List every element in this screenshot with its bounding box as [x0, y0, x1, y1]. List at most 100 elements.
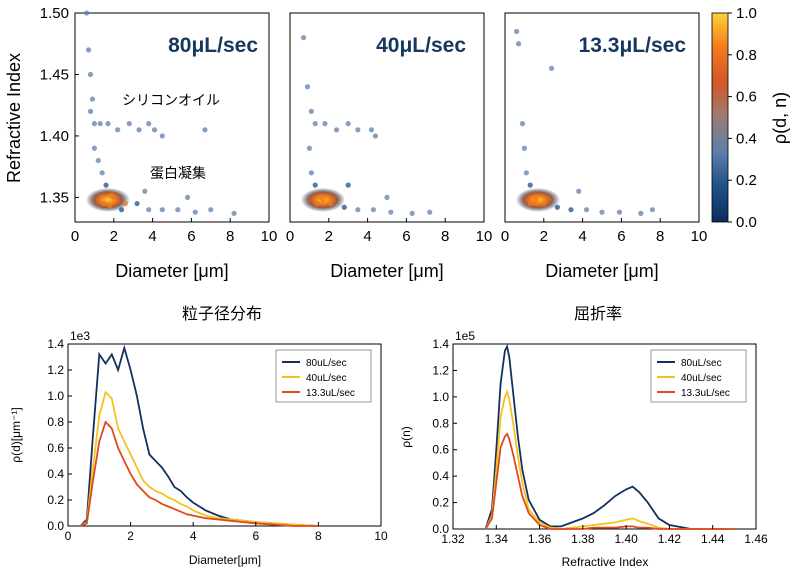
- scatter-point: [355, 207, 361, 213]
- x-tick-label: 0: [286, 228, 294, 245]
- panel-label: 80μL/sec: [168, 34, 258, 57]
- x-tick-label: 2: [110, 228, 118, 245]
- scatter-point: [91, 121, 97, 127]
- scatter-point: [312, 182, 318, 188]
- scatter-point: [355, 127, 361, 133]
- x-tick-label: 1.36: [528, 532, 552, 546]
- scatter-point: [345, 121, 351, 127]
- scatter-point: [304, 84, 311, 90]
- scatter-point: [146, 207, 152, 213]
- y-tick-label: 1.4: [432, 337, 449, 351]
- y-tick-label: 0.4: [47, 467, 64, 481]
- scatter-point: [521, 145, 528, 151]
- scatter-point: [95, 157, 101, 164]
- x-tick-label: 1.42: [658, 532, 682, 546]
- panel-label: 13.3μL/sec: [579, 34, 687, 57]
- y-tick-label: 1.2: [432, 363, 449, 377]
- scatter-point: [107, 203, 113, 209]
- scatter-point: [99, 170, 105, 176]
- density-core: [85, 187, 130, 212]
- scatter-point: [616, 209, 623, 215]
- scatter-point: [345, 182, 351, 188]
- scatter-point: [533, 194, 539, 201]
- scale-note: 1e3: [70, 329, 90, 343]
- colorbar-tick-label: 0.0: [736, 214, 757, 231]
- scatter-point: [87, 108, 94, 114]
- x-axis-title: Refractive Index: [562, 555, 649, 569]
- scatter-point: [103, 182, 109, 188]
- colorbar-tick-label: 0.4: [736, 130, 757, 147]
- scatter-point: [554, 204, 560, 210]
- x-tick-label: 4: [148, 228, 156, 245]
- scatter-point: [568, 207, 574, 213]
- scatter-point: [85, 47, 92, 53]
- scatter-point: [599, 209, 605, 215]
- scatter-point: [109, 192, 115, 198]
- scatter-point: [427, 209, 433, 215]
- legend-label: 80uL/sec: [306, 358, 347, 369]
- scatter-point: [519, 121, 526, 127]
- y-tick-label: 1.45: [40, 66, 69, 83]
- scatter-point: [576, 188, 582, 194]
- y-tick-label: 1.40: [40, 128, 69, 145]
- legend-label: 13.3uL/sec: [306, 388, 355, 399]
- x-tick-label: 2: [540, 228, 548, 245]
- scatter-point: [184, 194, 191, 201]
- scatter-point: [202, 127, 208, 133]
- scatter-point: [91, 145, 97, 151]
- y-axis-title: Refractive Index: [4, 53, 24, 183]
- x-tick-label: 1.46: [744, 532, 768, 546]
- scatter-point: [231, 210, 237, 216]
- x-tick-label: 1.40: [614, 532, 638, 546]
- scatter-point: [514, 28, 520, 35]
- scatter-point: [384, 194, 390, 201]
- scatter-point: [300, 34, 307, 41]
- y-axis-title: ρ(n): [399, 426, 413, 448]
- x-tick-label: 4: [363, 228, 371, 245]
- scatter-point: [322, 121, 328, 127]
- series-line: [80, 420, 319, 527]
- plot-frame: [289, 12, 485, 223]
- x-tick-label: 1.44: [701, 532, 725, 546]
- x-tick-label: 1.32: [441, 532, 465, 546]
- scatter-point: [638, 210, 644, 216]
- series-line: [484, 432, 735, 530]
- x-tick-label: 8: [656, 228, 664, 245]
- scatter-point: [649, 207, 656, 213]
- scatter-point: [523, 170, 529, 176]
- scatter-point: [84, 10, 90, 16]
- scatter-point: [312, 121, 318, 127]
- x-axis-title: Diameter [μm]: [545, 261, 658, 281]
- colorbar-tick-label: 0.2: [736, 172, 757, 189]
- scatter-point: [320, 197, 326, 203]
- scatter-point: [308, 108, 314, 114]
- x-axis-title: Diameter [μm]: [330, 261, 443, 281]
- scatter-point: [208, 207, 214, 213]
- scatter-point: [159, 207, 165, 213]
- colorbar-label: ρ(d, n): [770, 92, 790, 144]
- y-tick-label: 0.2: [432, 496, 449, 510]
- scatter-point: [134, 200, 140, 207]
- scatter-point: [136, 127, 142, 133]
- scatter-point: [409, 210, 415, 216]
- x-tick-label: 1.34: [485, 532, 509, 546]
- colorbar-tick-label: 0.8: [736, 47, 757, 64]
- scatter-point: [328, 200, 334, 207]
- x-tick-label: 0: [65, 529, 72, 543]
- scatter-point: [388, 209, 394, 215]
- y-axis-title: ρ(d)[μm⁻¹]: [9, 407, 23, 462]
- y-tick-label: 0.0: [47, 519, 64, 533]
- scatter-point: [548, 65, 555, 71]
- scatter-point: [308, 170, 314, 176]
- scatter-point: [515, 41, 522, 47]
- scatter-point: [583, 207, 590, 213]
- x-tick-label: 8: [315, 529, 322, 543]
- scatter-point: [372, 133, 378, 139]
- legend-label: 40uL/sec: [306, 373, 347, 384]
- x-tick-label: 6: [187, 228, 195, 245]
- scatter-point: [126, 121, 132, 127]
- x-tick-label: 8: [226, 228, 234, 245]
- colorbar-tick-label: 0.6: [736, 89, 757, 106]
- x-tick-label: 2: [127, 529, 134, 543]
- scatter-point: [97, 121, 103, 127]
